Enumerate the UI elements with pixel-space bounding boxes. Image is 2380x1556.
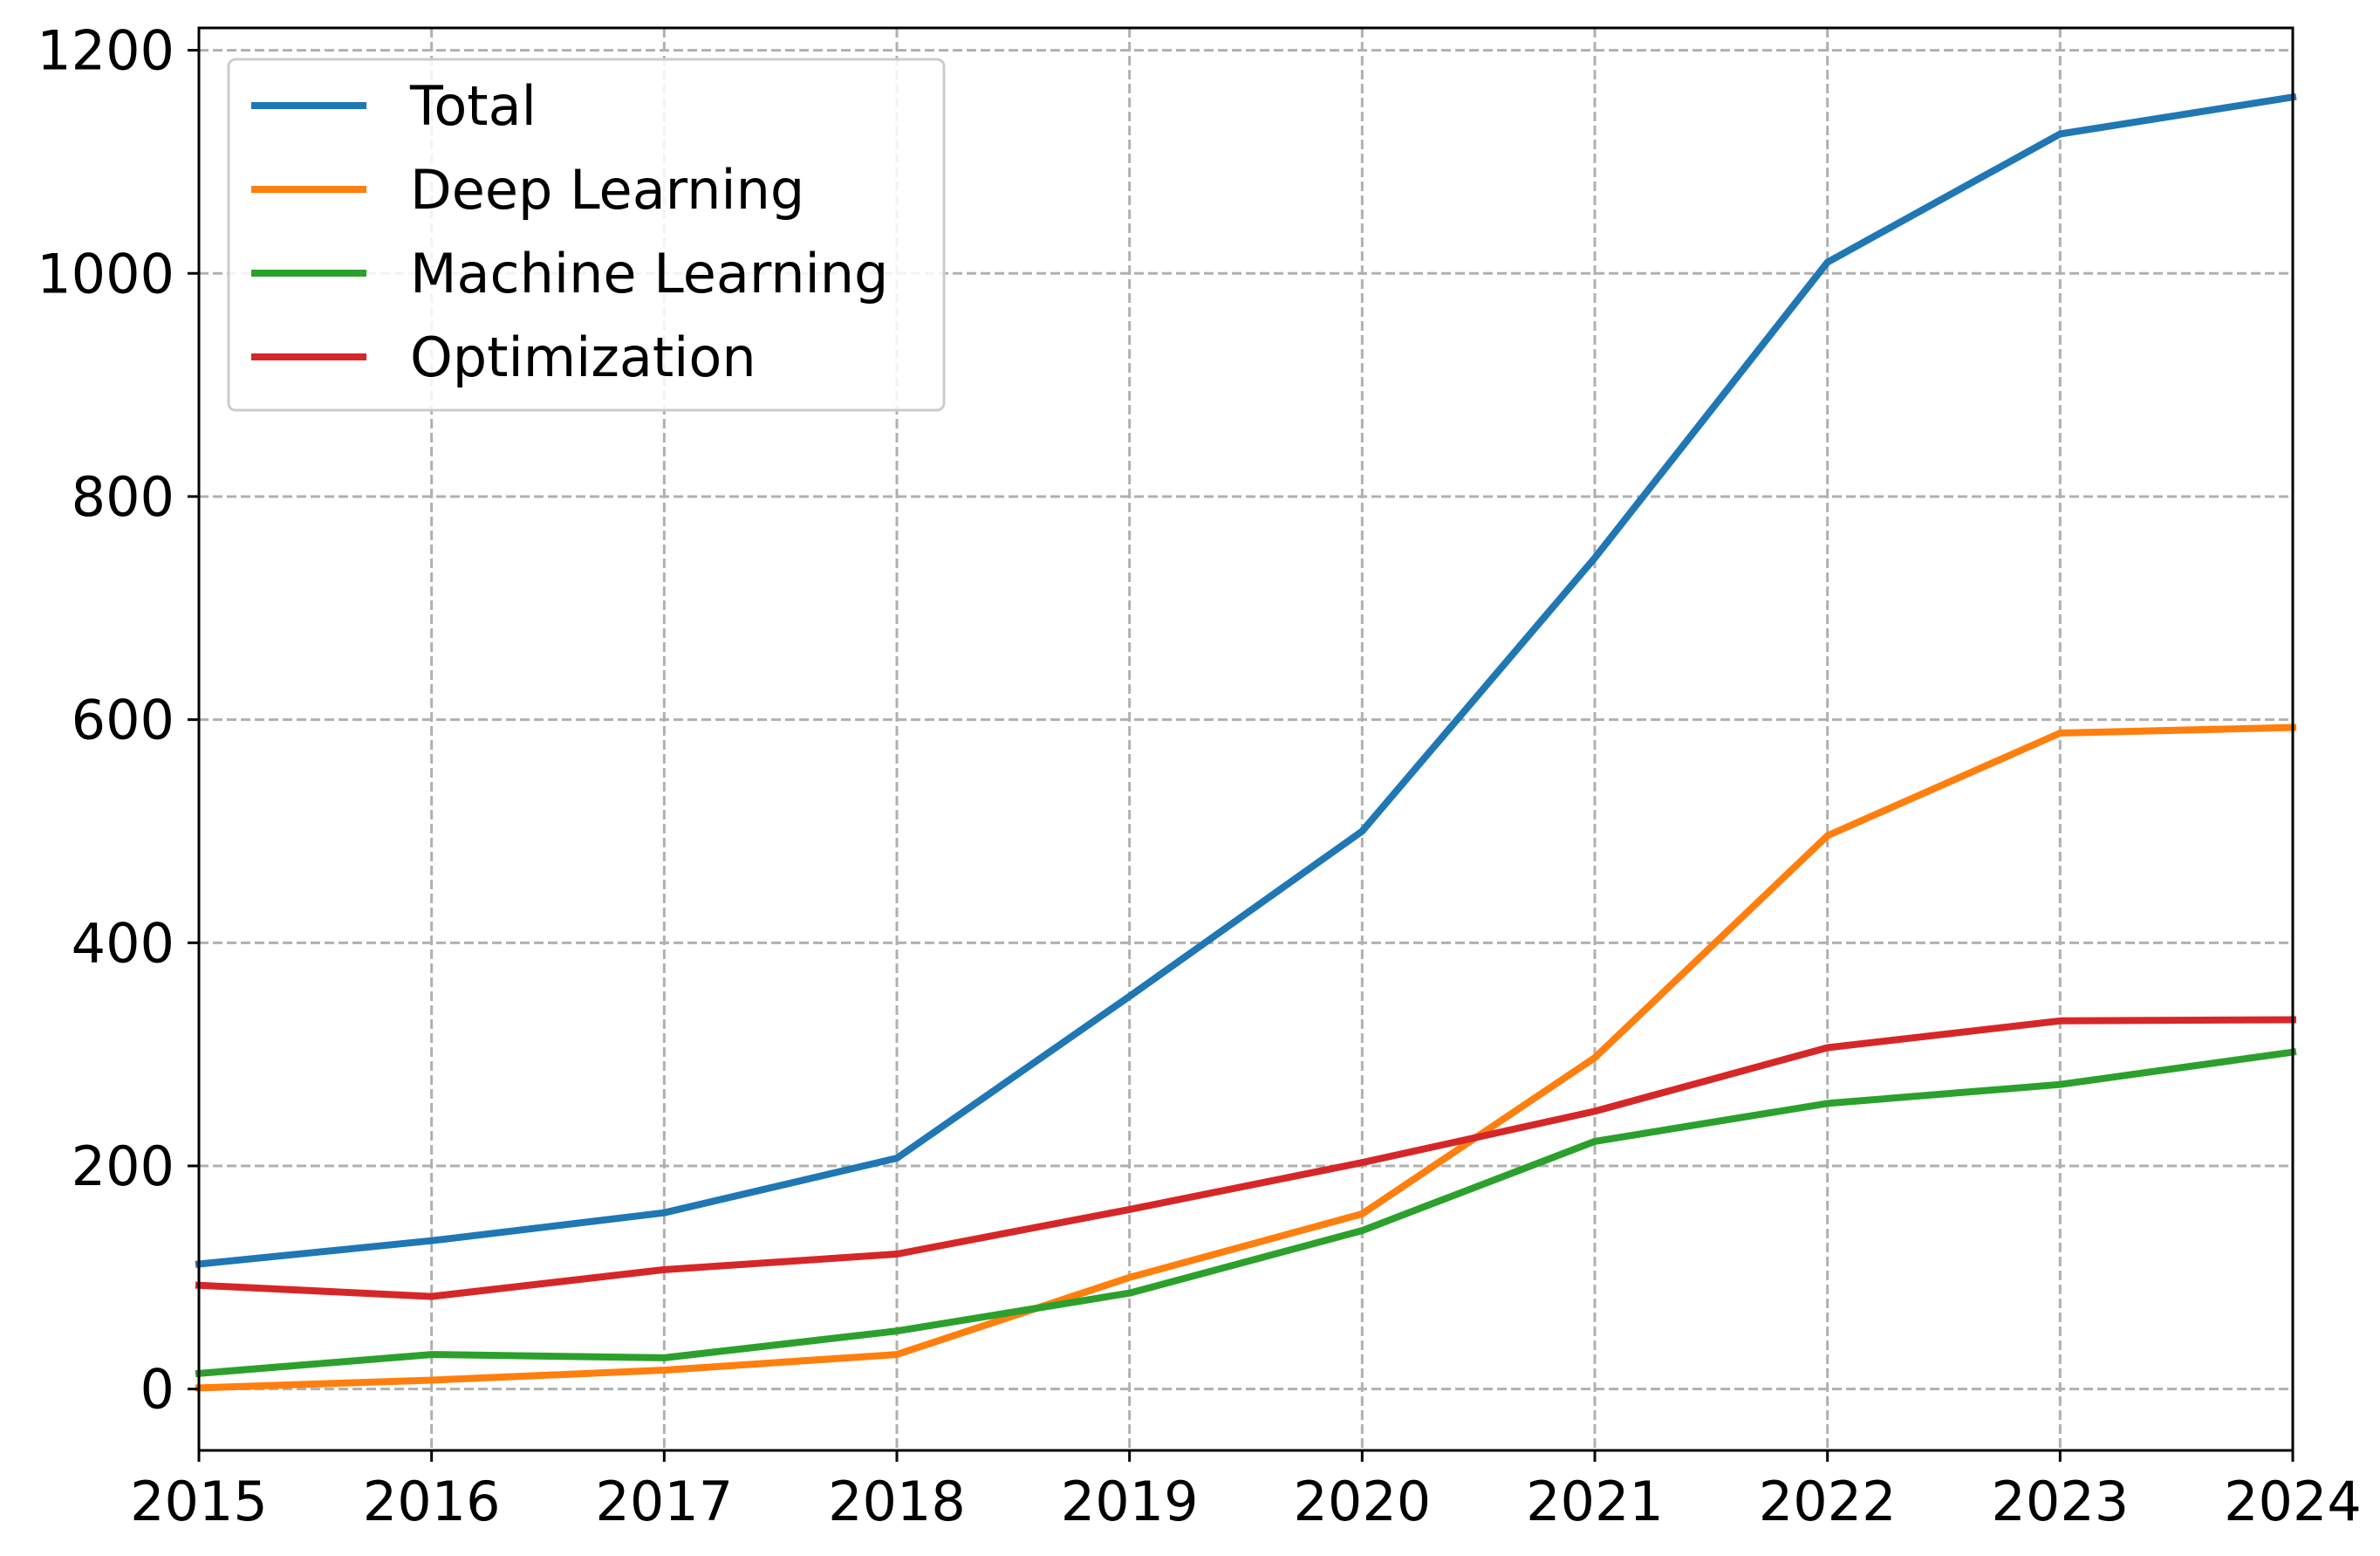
y-tick-label: 800	[72, 465, 174, 529]
x-tick-label: 2024	[2224, 1470, 2362, 1533]
axis-ticks: 2015 2016 2017 2018 2019 2020 2021 2022 2023 2024…	[37, 19, 2362, 1533]
y-tick-label: 1200	[37, 19, 174, 83]
y-tick-label: 1000	[37, 242, 174, 305]
legend-label-optimization: Optimization	[410, 326, 756, 389]
x-tick-label: 2016	[363, 1470, 501, 1533]
legend-label-total: Total	[409, 74, 537, 138]
x-tick-label: 2022	[1759, 1470, 1897, 1533]
y-tick-label: 200	[72, 1134, 174, 1198]
y-tick-label: 600	[72, 689, 174, 752]
x-tick-label: 2015	[130, 1470, 268, 1533]
x-tick-label: 2017	[595, 1470, 733, 1533]
y-tick-label: 400	[72, 911, 174, 975]
x-tick-label: 2018	[828, 1470, 966, 1533]
series-line-total	[195, 93, 2297, 1268]
grid	[197, 28, 2295, 1450]
legend-box	[227, 58, 946, 412]
y-tick-label: 0	[140, 1358, 174, 1422]
series-line-machine-learning	[195, 1048, 2297, 1378]
plot-frame	[197, 26, 2295, 1452]
x-tick-label: 2023	[1991, 1470, 2129, 1533]
x-tick-label: 2020	[1293, 1470, 1431, 1533]
legend: Total Deep Learning Machine Learning Optimi…	[227, 58, 946, 412]
legend-label-deep-learning: Deep Learning	[410, 158, 804, 222]
series-lines	[195, 93, 2297, 1392]
legend-label-machine-learning: Machine Learning	[410, 242, 888, 305]
series-line-optimization	[195, 1016, 2297, 1300]
series-line-deep-learning	[195, 723, 2297, 1392]
x-tick-label: 2021	[1526, 1470, 1664, 1533]
x-tick-label: 2019	[1061, 1470, 1199, 1533]
